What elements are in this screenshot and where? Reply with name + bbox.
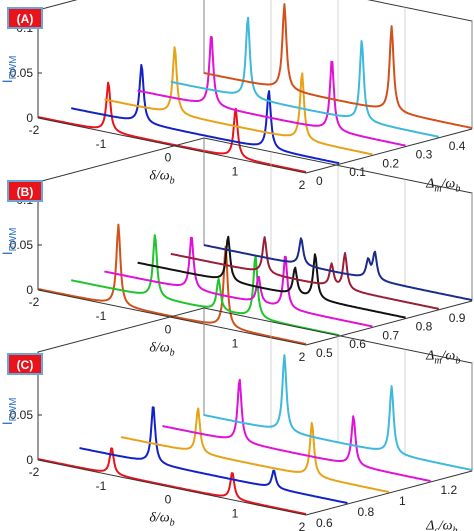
x-tick-label: 1 xyxy=(232,336,239,350)
depth-axis-title: Δm/ωb xyxy=(425,177,460,195)
z-tick-label: 0.05 xyxy=(10,66,34,80)
depth-tick-label: 1 xyxy=(399,494,406,508)
depth-axis-title: Δm/ωb xyxy=(425,349,460,367)
x-tick-label: 0 xyxy=(165,323,172,337)
panel-label-badge: (B) xyxy=(7,180,43,202)
x-axis-title: δ/ωb xyxy=(149,169,174,187)
depth-tick-label: 0.6 xyxy=(316,516,333,530)
panel-label-badge: (A) xyxy=(7,7,43,29)
depth-tick-label: 0.5 xyxy=(316,346,333,360)
z-axis-title: IFWM xyxy=(0,398,19,426)
series-line-4 xyxy=(170,16,439,138)
series-line-0 xyxy=(37,81,307,173)
panel-c: -2-1012δ/ωb0.60.811.21.4Δc/ωb00.050.1IFW… xyxy=(0,307,473,531)
panel-label: (A) xyxy=(17,12,34,26)
panel-label-box xyxy=(7,7,43,29)
depth-axis-line xyxy=(305,470,473,516)
depth-tick-label: 0.8 xyxy=(416,320,433,334)
depth-tick-label: 0 xyxy=(316,174,323,188)
x-tick-label: -1 xyxy=(96,309,107,323)
depth-tick-label: 0.2 xyxy=(382,156,399,170)
x-tick-label: -1 xyxy=(96,137,107,151)
series-line-4 xyxy=(203,354,473,471)
depth-axis-title: Δc/ωb xyxy=(425,519,457,531)
series-line-5 xyxy=(203,3,473,129)
z-tick-label: 0 xyxy=(26,111,33,125)
series-line-1 xyxy=(79,406,348,505)
depth-tick-label: 0.9 xyxy=(449,311,466,325)
x-tick-label: -1 xyxy=(96,479,107,493)
series-line-3 xyxy=(162,378,431,482)
depth-tick-label: 0.8 xyxy=(358,505,375,519)
z-axis-title: IFWM xyxy=(0,228,19,256)
x-tick-label: 2 xyxy=(299,178,306,192)
x-tick-label: -2 xyxy=(29,465,40,479)
x-tick-label: 2 xyxy=(299,520,306,531)
x-axis-title: δ/ωb xyxy=(149,341,174,359)
depth-tick-label: 0.3 xyxy=(416,148,433,162)
z-tick-label: 0.05 xyxy=(10,238,34,252)
depth-axis-line xyxy=(305,300,473,346)
z-axis-title: IFWM xyxy=(0,56,19,84)
x-axis-line xyxy=(37,459,307,516)
x-tick-label: 0 xyxy=(165,493,172,507)
panel-label: (C) xyxy=(17,358,34,372)
series-line-4 xyxy=(170,236,440,310)
x-tick-label: 0 xyxy=(165,151,172,165)
z-tick-label: 0 xyxy=(26,283,33,297)
series-line-2 xyxy=(104,236,373,328)
series-line-1 xyxy=(71,63,340,165)
z-tick-label: 0 xyxy=(26,453,33,467)
depth-axis-line xyxy=(305,128,473,174)
series-line-3 xyxy=(137,235,406,319)
depth-tick-label: 0.1 xyxy=(349,165,366,179)
x-axis-line xyxy=(37,117,307,174)
series-line-2 xyxy=(104,46,373,156)
series-line-1 xyxy=(71,234,340,337)
depth-tick-label: 0.7 xyxy=(382,328,399,342)
series-line-0 xyxy=(37,447,307,516)
panel-label-box xyxy=(7,180,43,202)
depth-tick-label: 0.4 xyxy=(449,139,466,153)
x-tick-label: -2 xyxy=(29,295,40,309)
x-tick-label: 1 xyxy=(232,164,239,178)
x-tick-label: 1 xyxy=(232,506,239,520)
z-tick-label: 0.05 xyxy=(10,408,34,422)
panel-label: (B) xyxy=(17,185,34,199)
x-tick-label: 2 xyxy=(299,350,306,364)
x-axis-line xyxy=(37,289,307,346)
series-line-5 xyxy=(203,237,473,302)
panel-a: -2-1012δ/ωb00.10.20.30.40.5Δm/ωb00.050.1… xyxy=(0,0,473,195)
panel-label-badge: (C) xyxy=(7,353,43,375)
x-tick-label: -2 xyxy=(29,123,40,137)
series-line-2 xyxy=(120,407,390,493)
series-line-3 xyxy=(137,36,406,147)
depth-tick-label: 1.2 xyxy=(441,483,458,497)
panel-label-box xyxy=(7,353,43,375)
x-axis-title: δ/ωb xyxy=(149,511,174,529)
